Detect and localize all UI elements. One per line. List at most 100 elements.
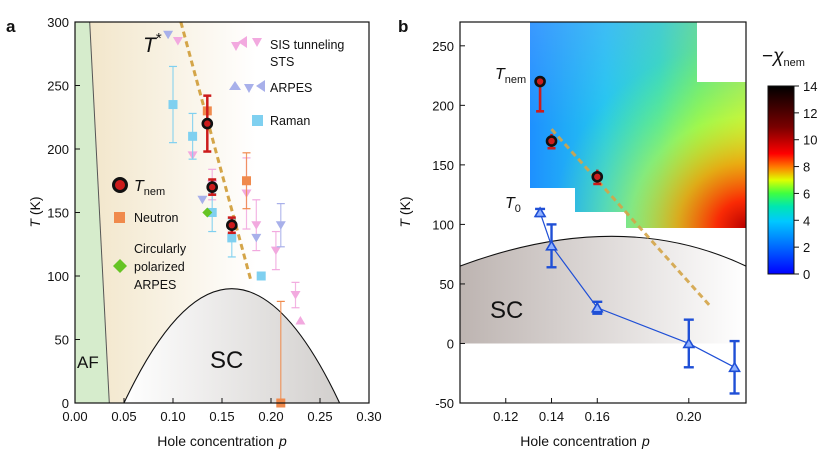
x-axis-title-b-text: Hole concentration — [520, 433, 637, 449]
a-sis-tunneling-sts-5-point — [270, 246, 281, 256]
x-axis-title-a-var: p — [278, 433, 287, 449]
a-sis-tunneling-sts-triangle-up--0-point — [295, 315, 306, 325]
y-tick-label-b-6: 250 — [432, 39, 454, 54]
x-tick-label-a-0: 0.00 — [62, 409, 87, 424]
t0-b-main: T — [505, 195, 516, 212]
axes-b — [459, 21, 747, 404]
colorbar-label-sign: − — [762, 46, 773, 67]
colorbar-tick-label-0: 0 — [803, 267, 810, 282]
x-tick-label-a-6: 0.30 — [356, 409, 381, 424]
x-axis-title-a-text: Hole concentration — [157, 433, 274, 449]
legend-neutron-marker — [114, 212, 125, 223]
x-tick-label-b-2: 0.16 — [585, 409, 610, 424]
legend-neutron-label: Neutron — [134, 211, 179, 225]
y-tick-label-a-2: 100 — [47, 269, 69, 284]
a-t-nem-1-point — [206, 181, 218, 193]
legend-a: SIS tunneling STS ARPES Raman Tnem Neutr… — [112, 36, 344, 292]
a-raman-4-point — [256, 271, 266, 281]
sc-region-label-b: SC — [490, 297, 523, 324]
legend-sis-marker-2 — [238, 36, 247, 48]
legend-circ-marker — [113, 259, 127, 273]
legend-sis-marker-3 — [252, 38, 262, 47]
colorbar: −χnem 0 2 4 6 8 10 12 14 — [762, 46, 817, 282]
af-region — [75, 22, 110, 403]
y-axis-title-b-var: T — [397, 218, 413, 228]
colorbar-gradient — [767, 85, 795, 275]
a-neutron-1-point — [242, 176, 251, 186]
a-arpes-2-point — [251, 233, 262, 243]
tstar-line — [179, 22, 253, 283]
tnem-label-b: Tnem — [495, 66, 526, 86]
x-tick-label-a-5: 0.25 — [307, 409, 332, 424]
x-tick-label-a-2: 0.10 — [160, 409, 185, 424]
colorbar-tick-label-7: 14 — [803, 79, 817, 94]
a-sis-tunneling-sts-0-point — [172, 37, 183, 46]
y-tick-label-a-0: 0 — [62, 396, 69, 411]
colorbar-label-sub: nem — [783, 57, 804, 69]
x-tick-label-a-4: 0.20 — [258, 409, 283, 424]
panel-b-letter: b — [398, 17, 408, 36]
tstar-sup: * — [156, 30, 162, 47]
a-arpes-3-point — [275, 221, 286, 230]
legend-arpes-marker-3 — [256, 80, 265, 92]
colorbar-tick-label-5: 10 — [803, 133, 817, 148]
y-tick-label-b-0: -50 — [435, 396, 454, 411]
legend-tnem-sub: nem — [144, 186, 165, 198]
y-tick-label-b-4: 150 — [432, 158, 454, 173]
legend-arpes-label: ARPES — [270, 81, 312, 95]
legend-circ-label-1: Circularly — [134, 242, 187, 256]
panel-a-letter: a — [6, 17, 16, 36]
t0-label-b: T0 — [505, 195, 521, 215]
y-axis-title-a-var: T — [27, 218, 43, 228]
colorbar-label: −χnem — [762, 46, 805, 69]
tstar-main: T — [143, 34, 158, 57]
colorbar-tick-label-2: 4 — [803, 213, 810, 228]
tnem-b-point-2 — [591, 170, 604, 183]
legend-arpes-marker-1 — [229, 81, 241, 90]
a-raman-0-point — [168, 100, 178, 110]
a-raman-3-point — [227, 233, 237, 243]
a-t-nem-2-point — [226, 219, 238, 231]
y-tick-label-b-3: 100 — [432, 217, 454, 232]
t0-b-sub: 0 — [515, 203, 521, 215]
x-axis-title-a: Hole concentration p — [157, 433, 287, 449]
x-tick-label-a-3: 0.15 — [209, 409, 234, 424]
data-marks-b — [533, 75, 741, 395]
y-tick-label-a-6: 300 — [47, 15, 69, 30]
colorbar-tick-label-4: 8 — [803, 160, 810, 175]
legend-tnem-label: Tnem — [134, 178, 165, 198]
tnem-b-point-1 — [545, 135, 558, 147]
a-sis-tunneling-sts-6-point — [290, 291, 301, 300]
tnem-b-point-0 — [534, 75, 546, 88]
tnem-b-main: T — [495, 66, 506, 83]
tick-labels-b: 0.12 0.14 0.16 0.20 -50 0 50 100 150 200 250 — [432, 39, 701, 424]
legend-sis-label: SIS tunneling — [270, 38, 344, 52]
t0-point-2 — [590, 301, 604, 313]
phase-regions — [75, 22, 341, 403]
plot-frame-b — [459, 21, 747, 404]
t0-point-1 — [545, 239, 558, 251]
a-sis-tunneling-sts-4-point — [251, 221, 262, 230]
sc-dome — [123, 288, 341, 403]
x-tick-label-a-1: 0.05 — [111, 409, 136, 424]
y-axis-title-a-unit: (K) — [27, 196, 43, 219]
a-arpes-1-point — [197, 195, 208, 205]
axes-a — [74, 21, 370, 404]
t0-point-4 — [728, 361, 741, 373]
y-axis-title-a: T (K) — [27, 196, 43, 227]
legend-sts-label: STS — [270, 55, 294, 69]
heatmap-hot-layer — [530, 22, 746, 228]
panel-a: a 0.00 0.05 0.10 0.15 0.20 0.25 0.30 0 50 100 150 2… — [6, 15, 382, 449]
colorbar-tick-label-1: 2 — [803, 240, 810, 255]
a-circularly-polarized-arpes-0-point — [202, 207, 213, 218]
a-arpes-0-point — [163, 30, 174, 40]
legend-tnem-main: T — [134, 178, 145, 195]
tstar-label: T* — [143, 30, 162, 57]
tnem-b-sub: nem — [505, 74, 526, 86]
x-axis-title-b: Hole concentration p — [520, 433, 650, 449]
colorbar-ticks: 0 2 4 6 8 10 12 14 — [794, 79, 817, 282]
legend-circ-label-3: ARPES — [134, 278, 176, 292]
x-axis-title-b-var: p — [641, 433, 650, 449]
